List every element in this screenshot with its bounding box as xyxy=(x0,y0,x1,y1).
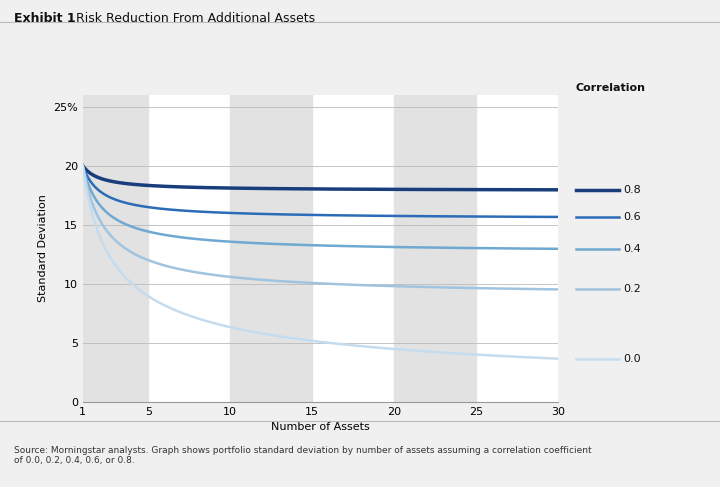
X-axis label: Number of Assets: Number of Assets xyxy=(271,422,370,432)
Text: Source: Morningstar analysts. Graph shows portfolio standard deviation by number: Source: Morningstar analysts. Graph show… xyxy=(14,446,592,465)
Text: Risk Reduction From Additional Assets: Risk Reduction From Additional Assets xyxy=(76,12,315,25)
Bar xyxy=(394,95,476,402)
Text: Correlation: Correlation xyxy=(576,82,646,93)
Text: 0.4: 0.4 xyxy=(623,244,641,254)
Y-axis label: Standard Deviation: Standard Deviation xyxy=(37,194,48,302)
Bar xyxy=(83,95,148,402)
Text: 0.2: 0.2 xyxy=(623,284,641,295)
Text: 0.0: 0.0 xyxy=(623,354,640,364)
Text: Exhibit 1: Exhibit 1 xyxy=(14,12,85,25)
Text: 0.6: 0.6 xyxy=(623,212,640,222)
Text: 0.8: 0.8 xyxy=(623,185,641,195)
Bar xyxy=(230,95,312,402)
